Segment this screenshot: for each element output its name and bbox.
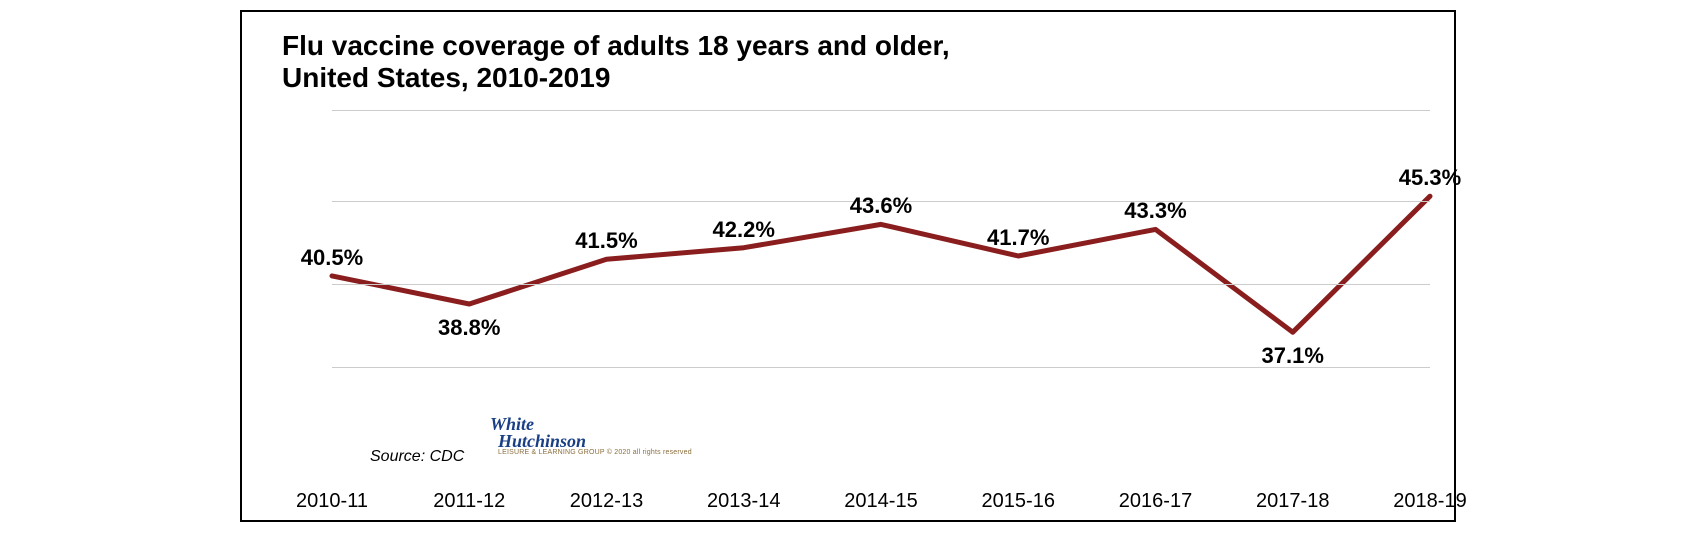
value-label: 40.5%	[301, 245, 363, 271]
value-label: 41.7%	[987, 225, 1049, 251]
x-axis-label: 2016-17	[1119, 490, 1192, 513]
value-label: 42.2%	[713, 217, 775, 243]
logo-line2: Hutchinson	[498, 433, 692, 450]
value-label: 45.3%	[1399, 165, 1461, 191]
logo: White Hutchinson LEISURE & LEARNING GROU…	[490, 416, 692, 457]
value-label: 43.6%	[850, 193, 912, 219]
x-axis-label: 2012-13	[570, 490, 643, 513]
line-series	[332, 110, 1430, 450]
value-label: 43.3%	[1124, 198, 1186, 224]
x-axis-label: 2017-18	[1256, 490, 1329, 513]
x-axis-label: 2018-19	[1393, 490, 1466, 513]
x-axis-label: 2011-12	[433, 490, 505, 513]
chart-frame: Flu vaccine coverage of adults 18 years …	[240, 10, 1456, 522]
source-label: Source: CDC	[370, 448, 464, 466]
gridline	[332, 110, 1430, 111]
canvas: Flu vaccine coverage of adults 18 years …	[0, 0, 1692, 534]
value-label: 38.8%	[438, 315, 500, 341]
value-label: 41.5%	[575, 228, 637, 254]
x-axis-label: 2010-11	[296, 490, 368, 513]
gridline	[332, 284, 1430, 285]
logo-tagline: LEISURE & LEARNING GROUP © 2020 all righ…	[498, 450, 692, 457]
x-axis-label: 2013-14	[707, 490, 780, 513]
plot-area: 40.5%38.8%41.5%42.2%43.6%41.7%43.3%37.1%…	[332, 110, 1430, 450]
x-axis-label: 2015-16	[982, 490, 1055, 513]
x-axis-label: 2014-15	[844, 490, 917, 513]
chart-title: Flu vaccine coverage of adults 18 years …	[282, 30, 950, 94]
value-label: 37.1%	[1262, 343, 1324, 369]
